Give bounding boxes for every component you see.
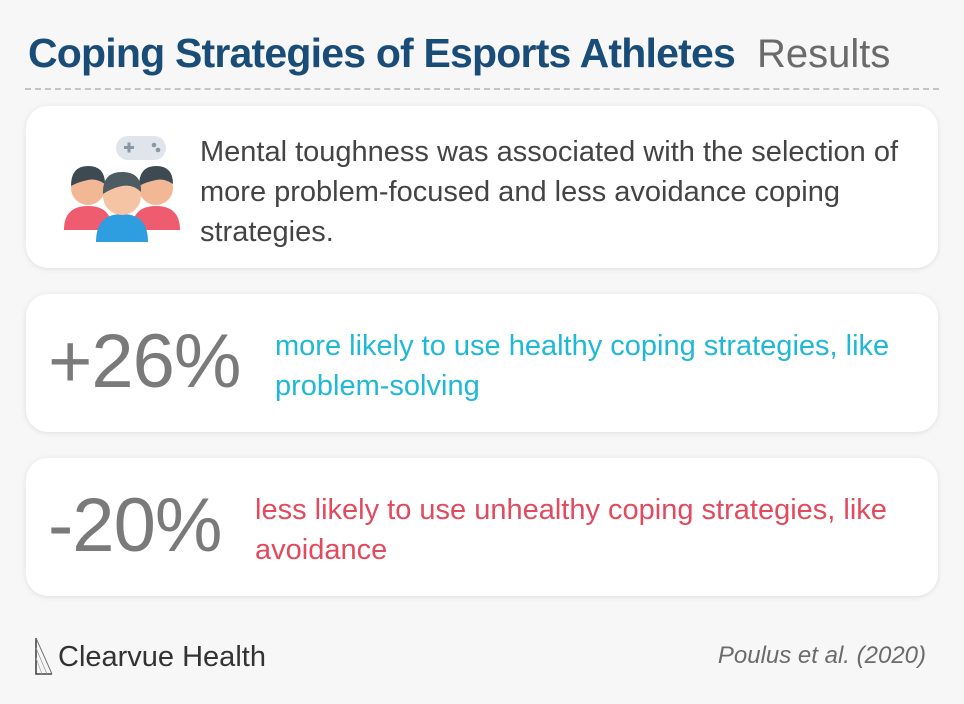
- header-divider: [25, 88, 939, 90]
- page-subtitle: Results: [756, 32, 891, 76]
- clearvue-logo-icon: [34, 634, 54, 681]
- header: Coping Strategies of Esports Athletes Re…: [28, 30, 940, 86]
- brand-name: Clearvue Health: [58, 640, 266, 673]
- stat-text-unhealthy: less likely to use unhealthy coping stra…: [255, 494, 887, 566]
- page-title: Coping Strategies of Esports Athletes: [28, 30, 736, 76]
- stat-card-unhealthy: -20% less likely to use unhealthy coping…: [26, 458, 938, 596]
- summary-text: Mental toughness was associated with the…: [200, 136, 899, 248]
- stat-card-healthy: +26% more likely to use healthy coping s…: [26, 294, 938, 432]
- summary-card: Mental toughness was associated with the…: [26, 106, 938, 268]
- gamers-with-controller-icon: [58, 136, 186, 244]
- citation: Poulus et al. (2020): [717, 642, 926, 669]
- brand-logo: Clearvue Health: [34, 634, 266, 680]
- stat-text-healthy: more likely to use healthy coping strate…: [275, 330, 890, 402]
- stat-value-unhealthy: -20%: [48, 483, 222, 568]
- stat-value-healthy: +26%: [48, 319, 241, 404]
